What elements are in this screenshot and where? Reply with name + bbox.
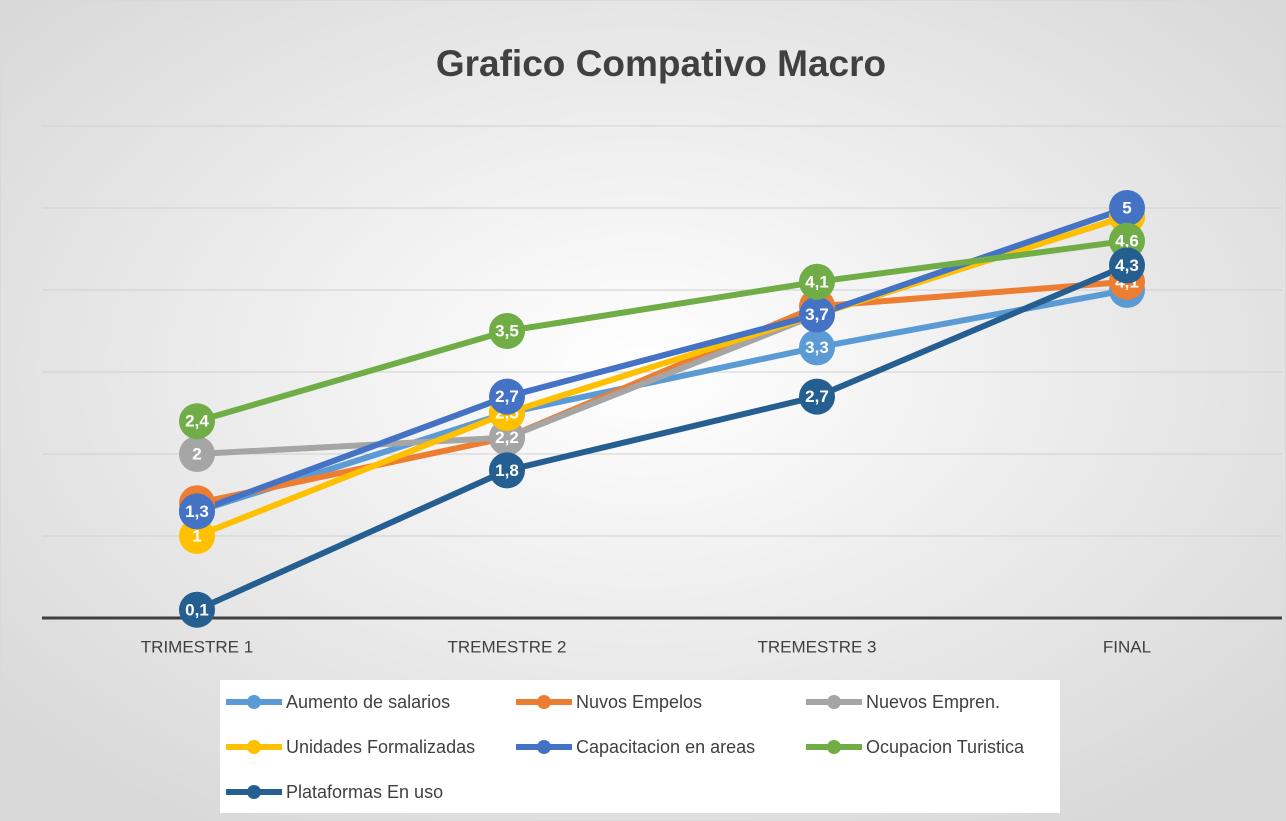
x-tick-label: FINAL — [1103, 637, 1151, 656]
series-line — [196, 237, 1128, 425]
legend-swatch-marker — [247, 695, 261, 709]
data-point — [799, 378, 835, 415]
series-line — [196, 287, 1128, 515]
data-point — [799, 263, 835, 300]
data-label: 2,4 — [185, 412, 209, 431]
legend-label: Aumento de salarios — [286, 692, 450, 712]
data-label: 2,7 — [805, 387, 829, 406]
data-label: 4,6 — [1115, 231, 1139, 250]
legend-swatch-marker — [827, 695, 841, 709]
data-point — [179, 518, 215, 554]
chart-title: Grafico Compativo Macro — [436, 43, 886, 84]
data-label: 1,8 — [495, 461, 519, 480]
data-label: 1 — [192, 526, 201, 545]
data-label: 3,3 — [805, 338, 829, 357]
data-point — [179, 403, 215, 440]
data-label: 2,7 — [495, 387, 519, 406]
legend-swatch-marker — [537, 740, 551, 754]
data-point — [489, 452, 525, 489]
data-point — [1109, 247, 1145, 284]
data-point — [799, 329, 835, 366]
data-label: 3,5 — [495, 321, 519, 340]
x-tick-label: TRIMESTRE 1 — [141, 637, 253, 656]
legend-swatch-marker — [827, 740, 841, 754]
data-label: 2 — [192, 444, 201, 463]
legend-swatch-marker — [247, 740, 261, 754]
legend-label: Nuevos Empren. — [866, 692, 1000, 712]
legend-label: Plataformas En uso — [286, 782, 443, 802]
data-label: 5 — [1122, 198, 1131, 217]
data-point — [179, 493, 215, 530]
data-point — [179, 591, 215, 628]
x-tick-label: TREMESTRE 3 — [757, 637, 876, 656]
data-point — [1109, 190, 1145, 226]
data-point — [489, 313, 525, 349]
data-label: 4,1 — [805, 272, 829, 291]
legend-swatch-marker — [247, 785, 261, 799]
data-label: 3,7 — [805, 305, 829, 324]
series-line — [196, 278, 1128, 507]
data-label: 0,1 — [185, 600, 209, 619]
data-point — [1109, 222, 1145, 259]
data-point — [179, 436, 215, 472]
data-point — [489, 378, 525, 415]
series-line — [195, 213, 1128, 539]
data-point — [489, 419, 525, 456]
legend-label: Nuvos Empelos — [576, 692, 702, 712]
data-label: 1,3 — [185, 502, 209, 521]
legend-box — [220, 680, 1060, 813]
legend-label: Capacitacion en areas — [576, 737, 755, 757]
data-point — [799, 296, 835, 333]
legend-label: Unidades Formalizadas — [286, 737, 475, 757]
data-label: 4,3 — [1115, 256, 1139, 275]
legend-swatch-marker — [537, 695, 551, 709]
data-label: 2,2 — [495, 428, 519, 447]
series-line — [195, 262, 1129, 613]
legend-label: Ocupacion Turistica — [866, 737, 1025, 757]
x-tick-label: TREMESTRE 2 — [447, 637, 566, 656]
